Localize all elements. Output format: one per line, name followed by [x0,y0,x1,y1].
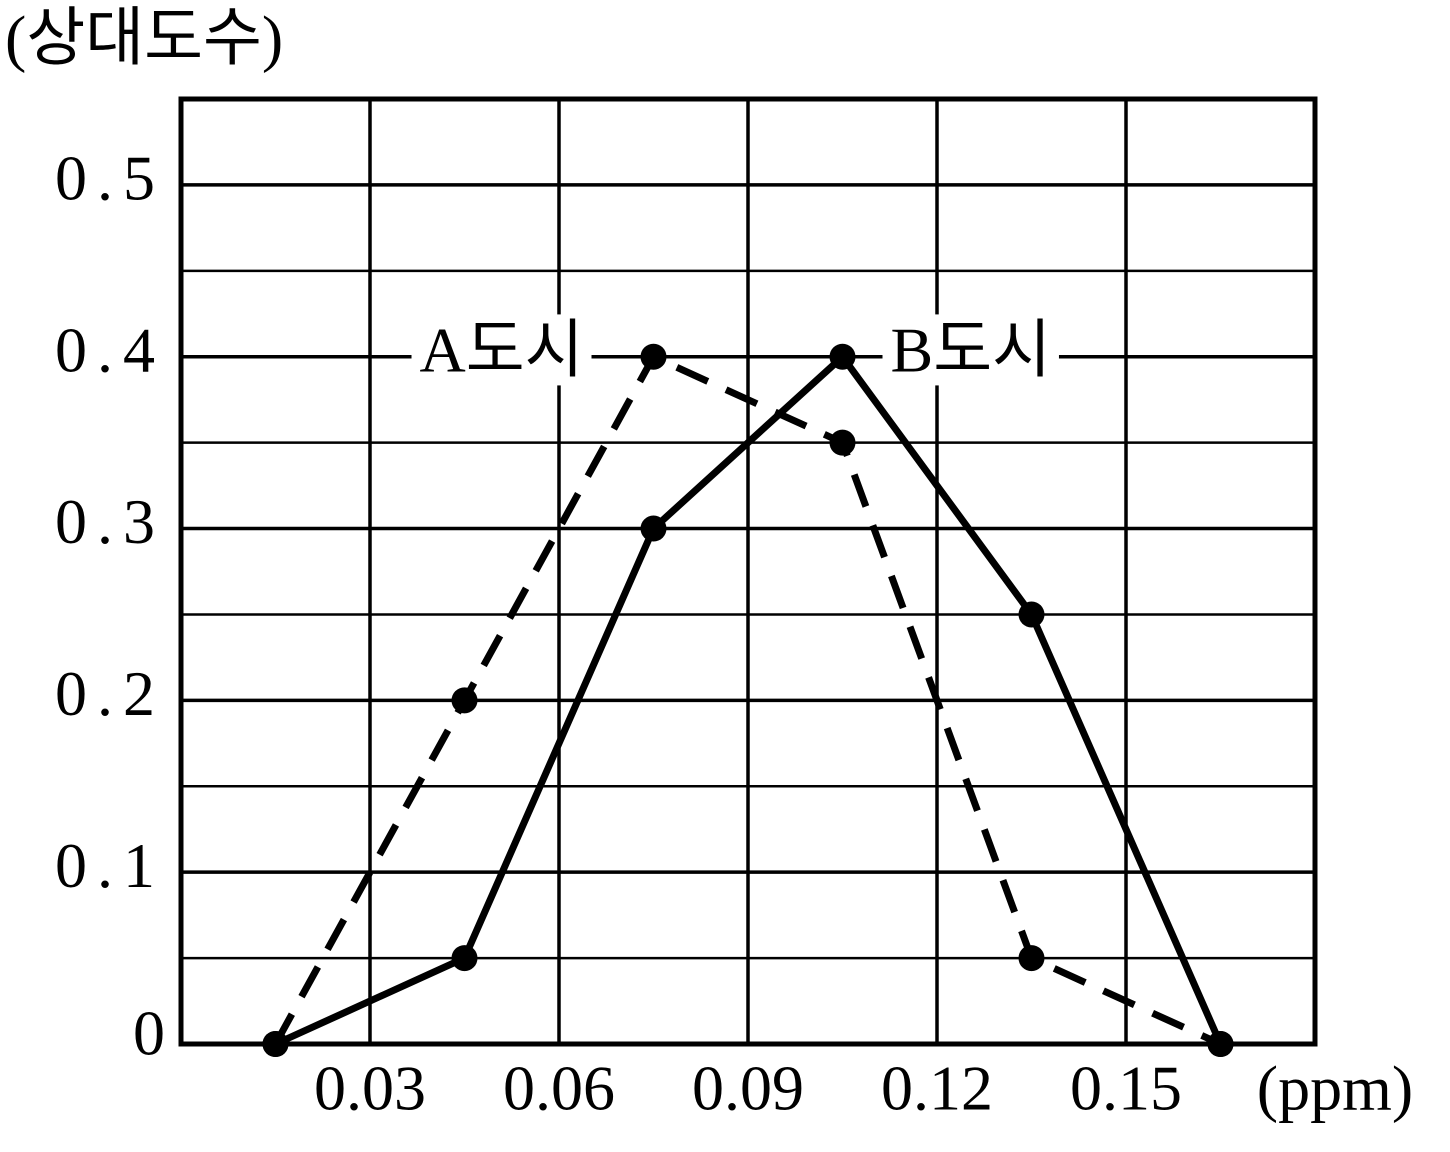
series-line [274,353,1224,1048]
data-point [451,945,478,972]
data-point [451,687,478,714]
data-point [1207,1031,1234,1057]
data-point [640,515,667,542]
data-point [829,343,856,370]
y-tick-label: 0.3 [55,486,165,557]
x-axis-unit: (ppm) [1257,1053,1413,1124]
x-tick-label: 0.06 [503,1053,615,1124]
x-tick-label: 0.09 [692,1053,804,1124]
y-tick-label: 0.4 [55,314,165,385]
x-tick-label: 0.03 [314,1053,426,1124]
series-line [272,353,1222,1048]
series-label: A도시 [420,314,584,385]
data-point [262,1031,289,1057]
data-point [829,429,856,456]
data-point [640,343,667,370]
y-tick-label: 0.1 [55,830,165,901]
label-background [882,314,1059,386]
series-label: B도시 [891,314,1051,385]
y-axis-title: (상대도수) [5,3,283,74]
label-background [411,314,592,386]
y-tick-label: 0 [133,998,165,1069]
y-tick-label: 0.2 [55,658,165,729]
data-point [1018,945,1045,972]
x-tick-label: 0.15 [1070,1053,1182,1124]
y-tick-label: 0.5 [55,143,165,214]
x-tick-label: 0.12 [881,1053,993,1124]
plot-frame [178,96,1318,1047]
data-point [1018,601,1045,628]
